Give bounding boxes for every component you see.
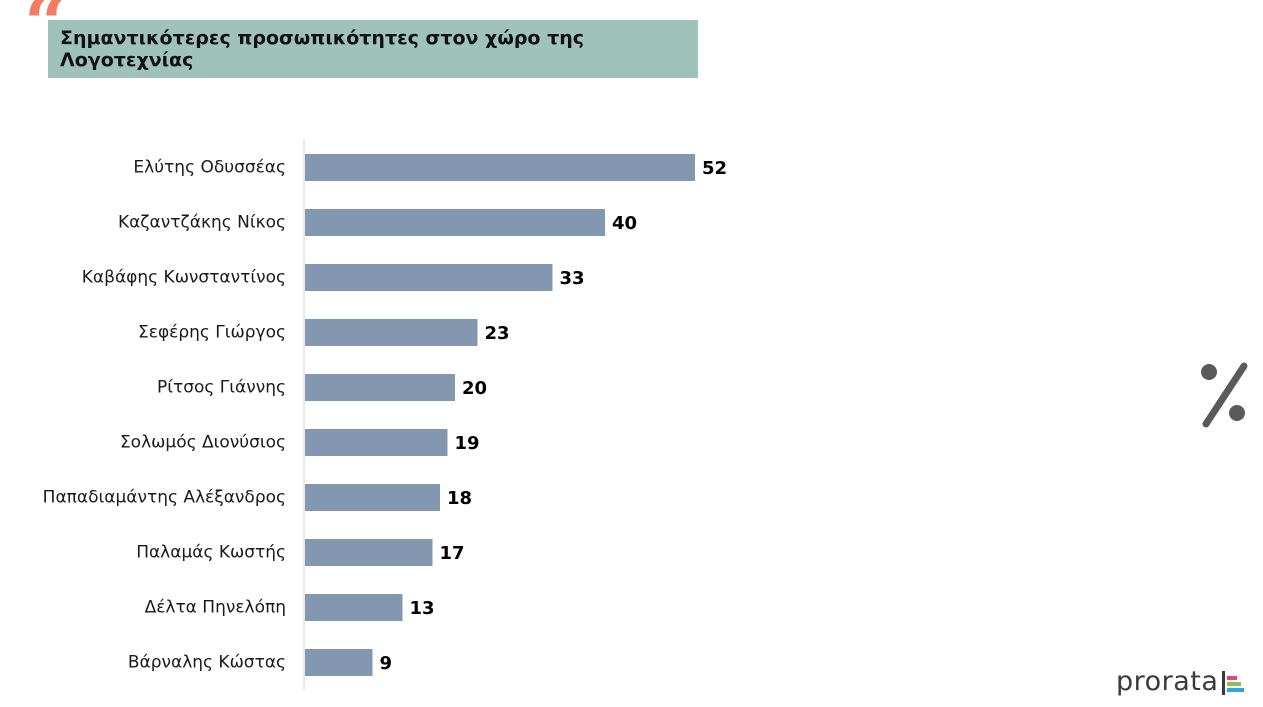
bar xyxy=(305,264,553,291)
value-label: 13 xyxy=(410,598,435,619)
bar xyxy=(305,539,433,566)
value-label: 40 xyxy=(612,213,637,234)
bar xyxy=(305,594,403,621)
bar xyxy=(305,209,605,236)
percent-icon xyxy=(1201,362,1248,428)
bar xyxy=(305,484,440,511)
category-label: Βάρναλης Κώστας xyxy=(128,653,286,673)
category-label: Σολωμός Διονύσιος xyxy=(120,433,286,453)
value-label: 19 xyxy=(455,433,480,454)
chart-title-banner: Σημαντικότερες προσωπικότητες στον χώρο … xyxy=(48,20,698,78)
category-label: Καβάφης Κωνσταντίνος xyxy=(82,268,286,288)
value-label: 17 xyxy=(440,543,465,564)
category-label: Παπαδιαμάντης Αλέξανδρος xyxy=(43,488,286,508)
bar xyxy=(305,319,478,346)
value-label: 33 xyxy=(560,268,585,289)
category-label: Καζαντζάκης Νίκος xyxy=(118,213,286,233)
category-label: Σεφέρης Γιώργος xyxy=(138,323,286,343)
category-label: Ρίτσος Γιάννης xyxy=(157,378,286,398)
value-label: 52 xyxy=(702,158,727,179)
category-label: Ελύτης Οδυσσέας xyxy=(133,158,286,178)
bar xyxy=(305,429,448,456)
category-label: Παλαμάς Κωστής xyxy=(136,543,286,563)
bar xyxy=(305,374,455,401)
chart-title: Σημαντικότερες προσωπικότητες στον χώρο … xyxy=(60,27,585,71)
bar xyxy=(305,649,373,676)
logo-text: prorata xyxy=(1116,666,1219,697)
logo-bars-icon xyxy=(1222,671,1245,695)
category-label: Δέλτα Πηνελόπη xyxy=(145,598,286,618)
value-label: 23 xyxy=(485,323,510,344)
bar xyxy=(305,154,695,181)
prorata-logo: prorata xyxy=(1116,666,1245,697)
value-label: 9 xyxy=(380,653,393,674)
value-label: 20 xyxy=(462,378,487,399)
value-label: 18 xyxy=(447,488,472,509)
